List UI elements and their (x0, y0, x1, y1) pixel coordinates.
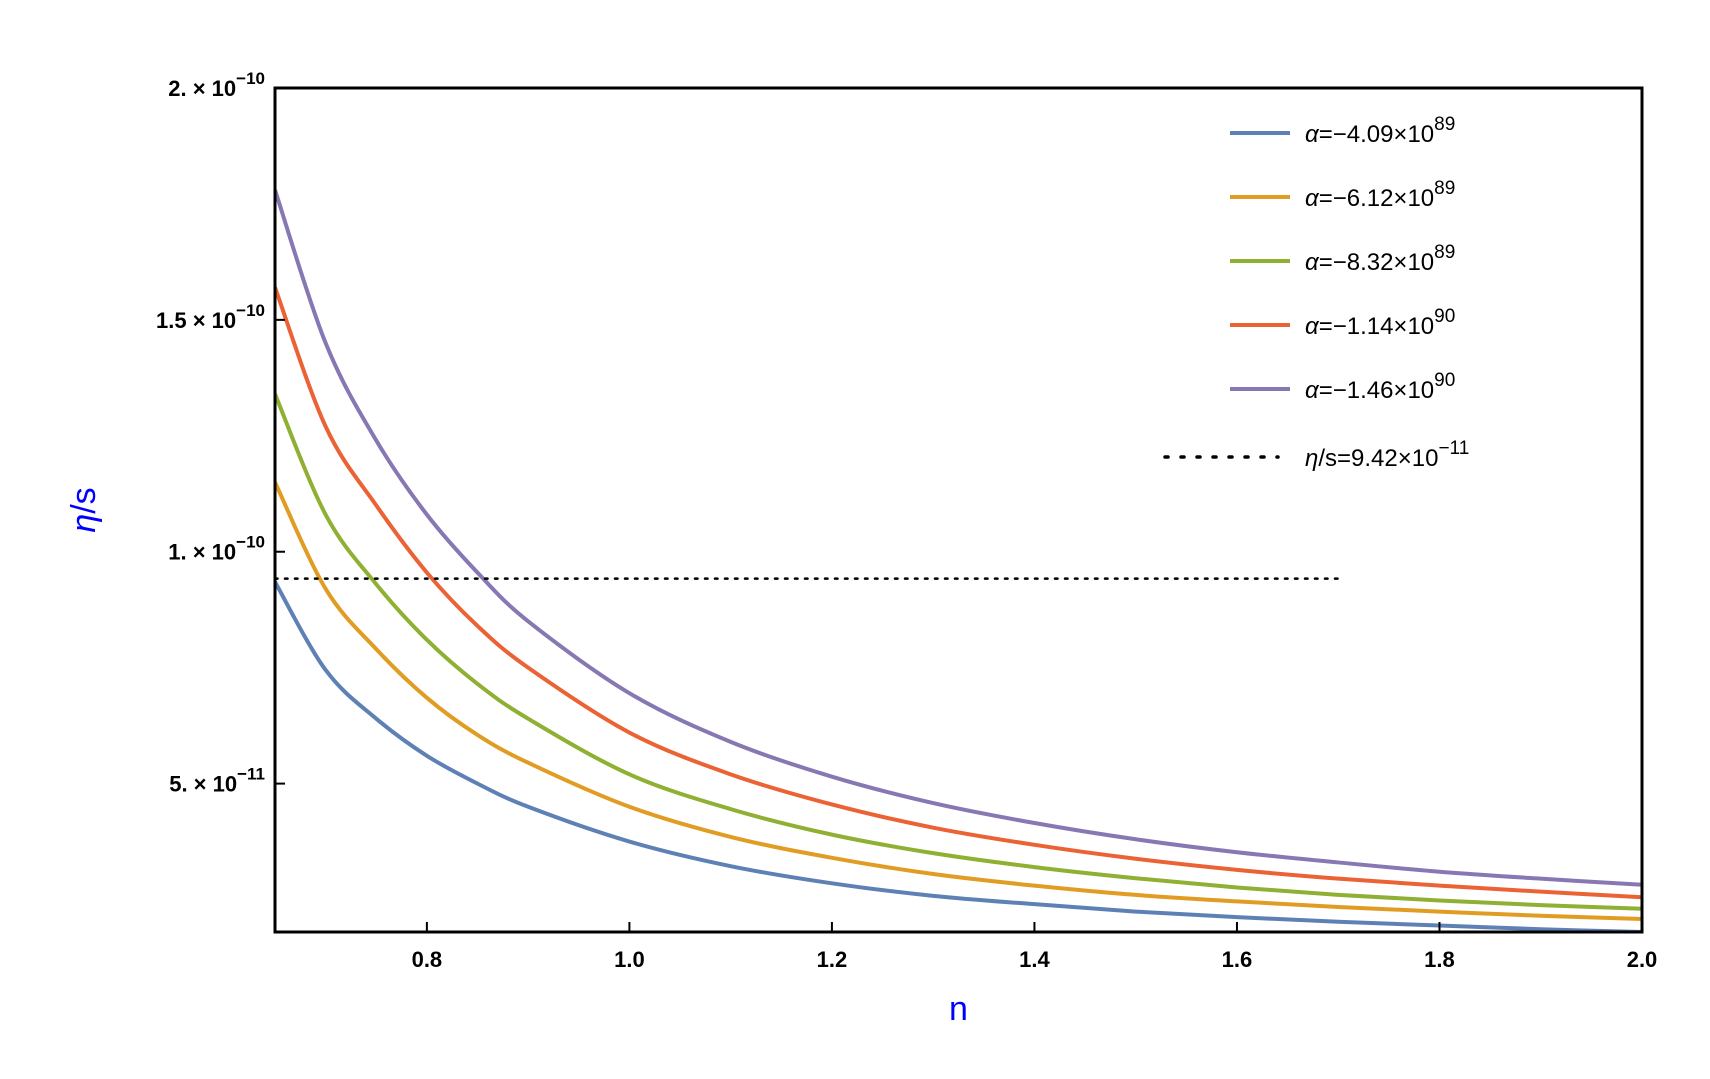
x-axis-title: n (949, 990, 968, 1028)
x-tick-label: 1.0 (614, 947, 645, 972)
legend-label-2: α=−6.12×1089 (1305, 178, 1455, 212)
x-tick-label: 0.8 (412, 947, 443, 972)
series-layer (275, 189, 1642, 932)
plot-frame (273, 86, 1644, 934)
series-line-1 (275, 580, 1642, 932)
legend-label-4: α=−1.14×1090 (1305, 306, 1455, 340)
x-tick-label: 1.4 (1019, 947, 1050, 972)
x-axis-ticks: 0.8 1.0 1.2 1.4 1.6 1.8 2.0 (412, 922, 1658, 972)
y-tick-label: 1. × 10−10 (168, 533, 265, 565)
legend-label-1: α=−4.09×1089 (1305, 114, 1455, 148)
y-tick-label: 1.5 × 10−10 (156, 301, 265, 333)
series-line-4 (275, 286, 1642, 900)
y-tick-label: 2. × 10−10 (168, 69, 265, 101)
legend: α=−4.09×1089 α=−6.12×1089 α=−8.32×1089 α=−1… (1163, 114, 1469, 472)
x-tick-label: 1.6 (1222, 947, 1253, 972)
series-line-2 (275, 481, 1642, 922)
series-line-3 (275, 393, 1642, 911)
y-axis-title: η/s (65, 487, 103, 532)
y-tick-label: 5. × 10−11 (169, 765, 265, 797)
legend-label-reference: η/s=9.42×10−11 (1305, 438, 1469, 472)
x-tick-label: 1.8 (1424, 947, 1455, 972)
legend-label-5: α=−1.46×1090 (1305, 370, 1455, 404)
series-line-5 (275, 189, 1642, 887)
legend-label-3: α=−8.32×1089 (1305, 242, 1455, 276)
x-tick-label: 1.2 (817, 947, 848, 972)
x-tick-label: 2.0 (1627, 947, 1658, 972)
y-axis-ticks: 5. × 10−11 1. × 10−10 1.5 × 10−10 2. × 10−1… (156, 69, 285, 797)
